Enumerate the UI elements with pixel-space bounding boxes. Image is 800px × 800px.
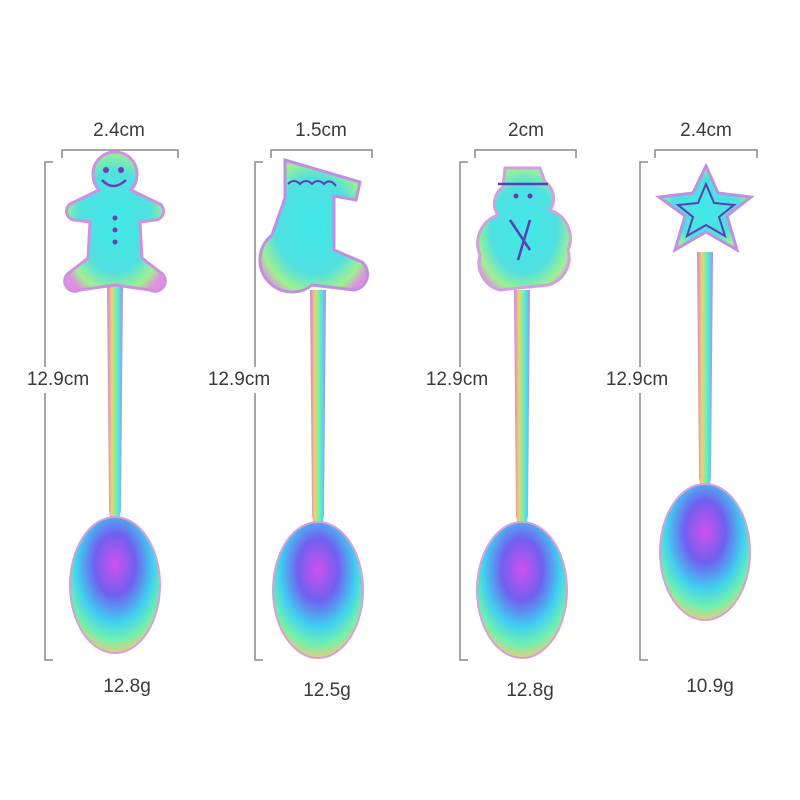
weight-label: 12.8g bbox=[103, 676, 151, 697]
width-label: 1.5cm bbox=[295, 120, 347, 141]
weight-label: 12.8g bbox=[506, 680, 554, 701]
stocking-spoon bbox=[258, 157, 370, 659]
width-label: 2.4cm bbox=[680, 120, 732, 141]
star-topper-icon bbox=[655, 162, 755, 254]
gingerbread-spoon bbox=[63, 150, 167, 654]
snowman-spoon bbox=[476, 166, 572, 659]
length-label: 12.9cm bbox=[425, 367, 489, 393]
star-spoon bbox=[655, 162, 755, 621]
length-label: 12.9cm bbox=[605, 367, 669, 393]
width-label: 2.4cm bbox=[93, 120, 145, 141]
length-label: 12.9cm bbox=[207, 367, 271, 393]
stocking-topper-icon bbox=[258, 157, 370, 294]
weight-label: 10.9g bbox=[686, 676, 734, 697]
snowman-topper-icon bbox=[476, 166, 572, 292]
weight-label: 12.5g bbox=[303, 680, 351, 701]
dimension-lines bbox=[44, 149, 758, 661]
length-label: 12.9cm bbox=[26, 367, 90, 393]
gingerbread-topper-icon bbox=[63, 150, 167, 293]
width-label: 2cm bbox=[508, 120, 544, 141]
